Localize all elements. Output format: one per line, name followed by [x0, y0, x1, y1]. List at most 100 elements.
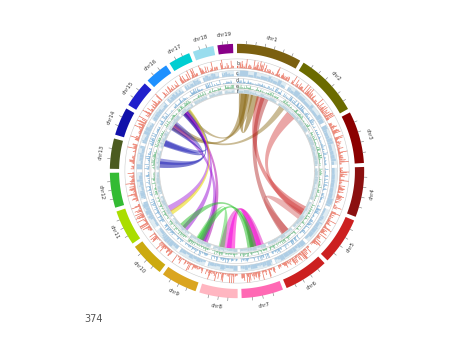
Polygon shape	[331, 213, 332, 214]
Polygon shape	[310, 196, 314, 200]
Polygon shape	[305, 91, 309, 95]
Polygon shape	[328, 123, 329, 124]
Polygon shape	[298, 253, 299, 255]
Polygon shape	[250, 252, 251, 253]
Polygon shape	[211, 77, 212, 80]
Polygon shape	[243, 88, 244, 89]
Polygon shape	[283, 240, 285, 243]
Polygon shape	[319, 201, 320, 202]
Polygon shape	[244, 253, 245, 256]
Polygon shape	[137, 210, 142, 213]
Polygon shape	[154, 172, 155, 173]
Polygon shape	[247, 273, 248, 276]
Polygon shape	[305, 93, 306, 94]
Polygon shape	[155, 189, 156, 190]
Polygon shape	[293, 231, 296, 234]
Polygon shape	[298, 226, 299, 227]
Polygon shape	[156, 208, 157, 209]
Polygon shape	[178, 229, 179, 230]
Polygon shape	[218, 88, 219, 91]
Polygon shape	[212, 93, 214, 97]
Polygon shape	[261, 271, 262, 272]
Polygon shape	[255, 272, 257, 278]
Polygon shape	[337, 196, 344, 198]
Polygon shape	[164, 133, 168, 137]
Polygon shape	[312, 100, 314, 102]
Polygon shape	[223, 75, 224, 77]
Polygon shape	[278, 75, 279, 77]
Polygon shape	[157, 169, 159, 170]
Polygon shape	[223, 248, 225, 251]
Polygon shape	[304, 208, 308, 211]
Polygon shape	[182, 76, 186, 82]
Polygon shape	[232, 85, 233, 89]
Polygon shape	[220, 63, 222, 69]
Polygon shape	[148, 225, 150, 226]
Polygon shape	[173, 117, 174, 118]
Polygon shape	[214, 272, 215, 276]
Polygon shape	[322, 113, 324, 114]
Polygon shape	[152, 142, 154, 143]
Polygon shape	[314, 141, 315, 142]
Polygon shape	[129, 186, 135, 188]
Polygon shape	[167, 248, 169, 249]
Polygon shape	[319, 216, 324, 220]
Polygon shape	[175, 105, 177, 107]
Polygon shape	[183, 110, 185, 113]
Polygon shape	[267, 76, 272, 82]
Polygon shape	[226, 273, 227, 275]
Polygon shape	[203, 252, 204, 253]
Polygon shape	[325, 113, 333, 118]
Polygon shape	[273, 239, 277, 243]
Polygon shape	[150, 228, 152, 230]
Polygon shape	[138, 210, 142, 212]
Polygon shape	[265, 249, 266, 250]
Polygon shape	[154, 177, 155, 178]
Polygon shape	[141, 152, 144, 154]
Polygon shape	[187, 88, 189, 90]
Polygon shape	[218, 73, 219, 78]
Polygon shape	[306, 225, 309, 228]
Polygon shape	[291, 240, 294, 244]
Polygon shape	[273, 245, 274, 248]
Polygon shape	[158, 154, 161, 156]
Polygon shape	[291, 108, 292, 109]
Polygon shape	[155, 135, 156, 136]
Polygon shape	[193, 256, 198, 260]
Polygon shape	[175, 106, 176, 108]
Polygon shape	[179, 85, 180, 86]
Polygon shape	[199, 267, 201, 269]
Polygon shape	[171, 221, 172, 222]
Polygon shape	[314, 141, 315, 142]
Polygon shape	[247, 87, 248, 89]
Polygon shape	[278, 102, 308, 133]
Polygon shape	[151, 191, 152, 192]
Polygon shape	[184, 229, 186, 231]
Polygon shape	[307, 247, 308, 248]
Polygon shape	[181, 109, 182, 110]
Polygon shape	[303, 92, 304, 93]
Polygon shape	[258, 84, 259, 86]
Polygon shape	[319, 181, 320, 182]
Polygon shape	[307, 223, 310, 225]
Polygon shape	[214, 94, 216, 96]
Polygon shape	[211, 255, 212, 259]
Polygon shape	[191, 235, 193, 238]
Polygon shape	[153, 158, 155, 159]
Polygon shape	[167, 215, 168, 216]
Polygon shape	[146, 130, 151, 133]
Polygon shape	[193, 91, 195, 94]
Polygon shape	[223, 83, 224, 84]
Polygon shape	[247, 258, 248, 262]
Polygon shape	[135, 153, 136, 154]
Polygon shape	[205, 248, 207, 251]
Polygon shape	[313, 184, 315, 188]
Polygon shape	[272, 74, 273, 75]
Polygon shape	[310, 243, 312, 245]
Polygon shape	[163, 108, 165, 110]
Polygon shape	[319, 157, 322, 159]
Polygon shape	[338, 187, 341, 188]
Polygon shape	[167, 247, 168, 248]
Polygon shape	[297, 227, 299, 230]
Polygon shape	[164, 102, 168, 106]
